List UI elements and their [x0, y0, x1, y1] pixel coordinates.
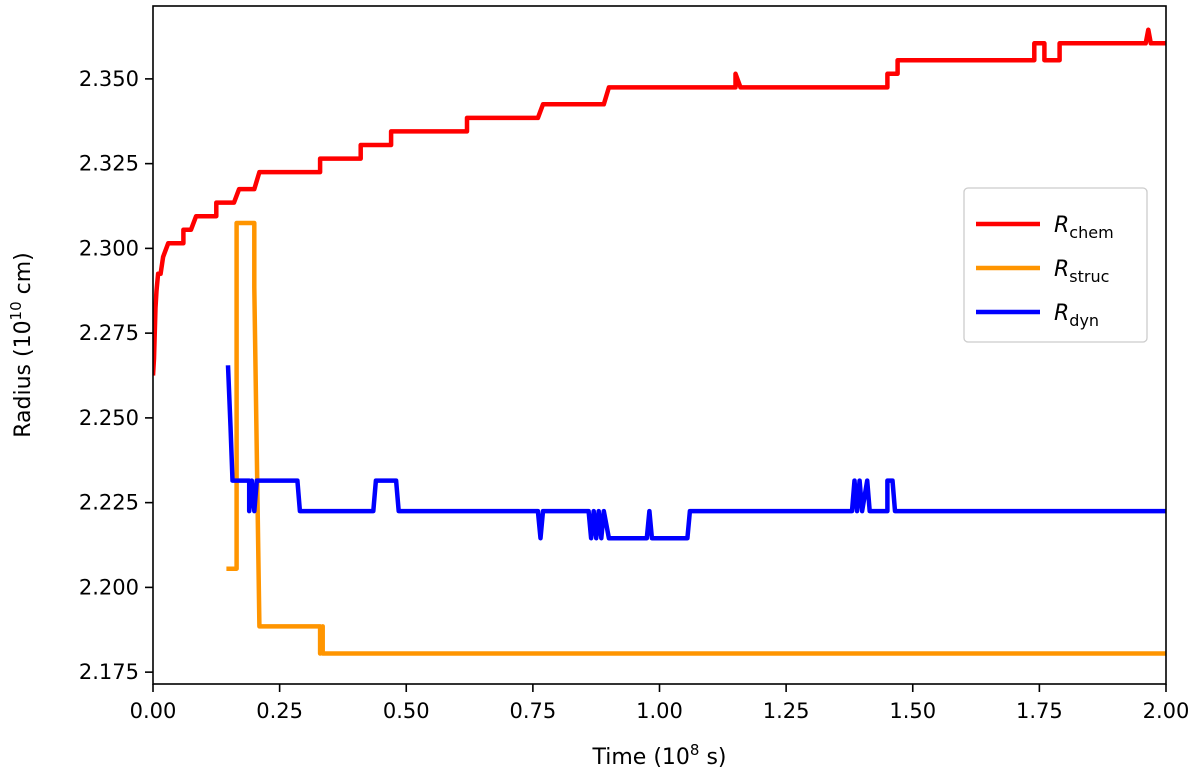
y-tick-label: 2.325: [79, 152, 139, 176]
x-tick-label: 1.75: [1016, 699, 1063, 723]
y-axis-ticks: 2.175 2.200 2.225 2.250 2.275 2.300 2.325 2.350: [79, 67, 153, 684]
x-axis-ticks: 0.00 0.25 0.50 0.75 1.00 1.25 1.50 1.75 2.00: [130, 684, 1190, 723]
x-tick-label: 1.50: [889, 699, 936, 723]
series-line-struc: [226, 220, 1166, 656]
x-tick-label: 1.00: [636, 699, 683, 723]
y-tick-label: 2.300: [79, 236, 139, 260]
x-tick-label: 0.75: [509, 699, 556, 723]
legend: Rchem Rstruc Rdyn: [963, 187, 1148, 343]
y-tick-label: 2.250: [79, 406, 139, 430]
y-axis-label: Radius (1010 cm): [7, 252, 36, 438]
y-tick-label: 2.175: [79, 660, 139, 684]
y-tick-label: 2.350: [79, 67, 139, 91]
x-axis-label: Time (108 s): [591, 741, 726, 770]
series-layer: [153, 27, 1166, 656]
y-tick-label: 2.225: [79, 491, 139, 515]
x-tick-label: 0.00: [130, 699, 177, 723]
series-line-chem: [153, 27, 1166, 376]
x-tick-label: 0.50: [383, 699, 430, 723]
legend-box: [963, 187, 1148, 343]
y-tick-label: 2.275: [79, 321, 139, 345]
plot-frame: [152, 5, 1167, 685]
legend-label-struc: Rstruc: [1054, 257, 1109, 286]
legend-label-chem: Rchem: [1054, 213, 1114, 242]
x-tick-label: 0.25: [256, 699, 303, 723]
y-tick-label: 2.200: [79, 575, 139, 599]
x-tick-label: 2.00: [1143, 699, 1190, 723]
x-tick-label: 1.25: [763, 699, 810, 723]
series-line-dyn: [225, 365, 1166, 541]
legend-label-dyn: Rdyn: [1054, 301, 1099, 330]
